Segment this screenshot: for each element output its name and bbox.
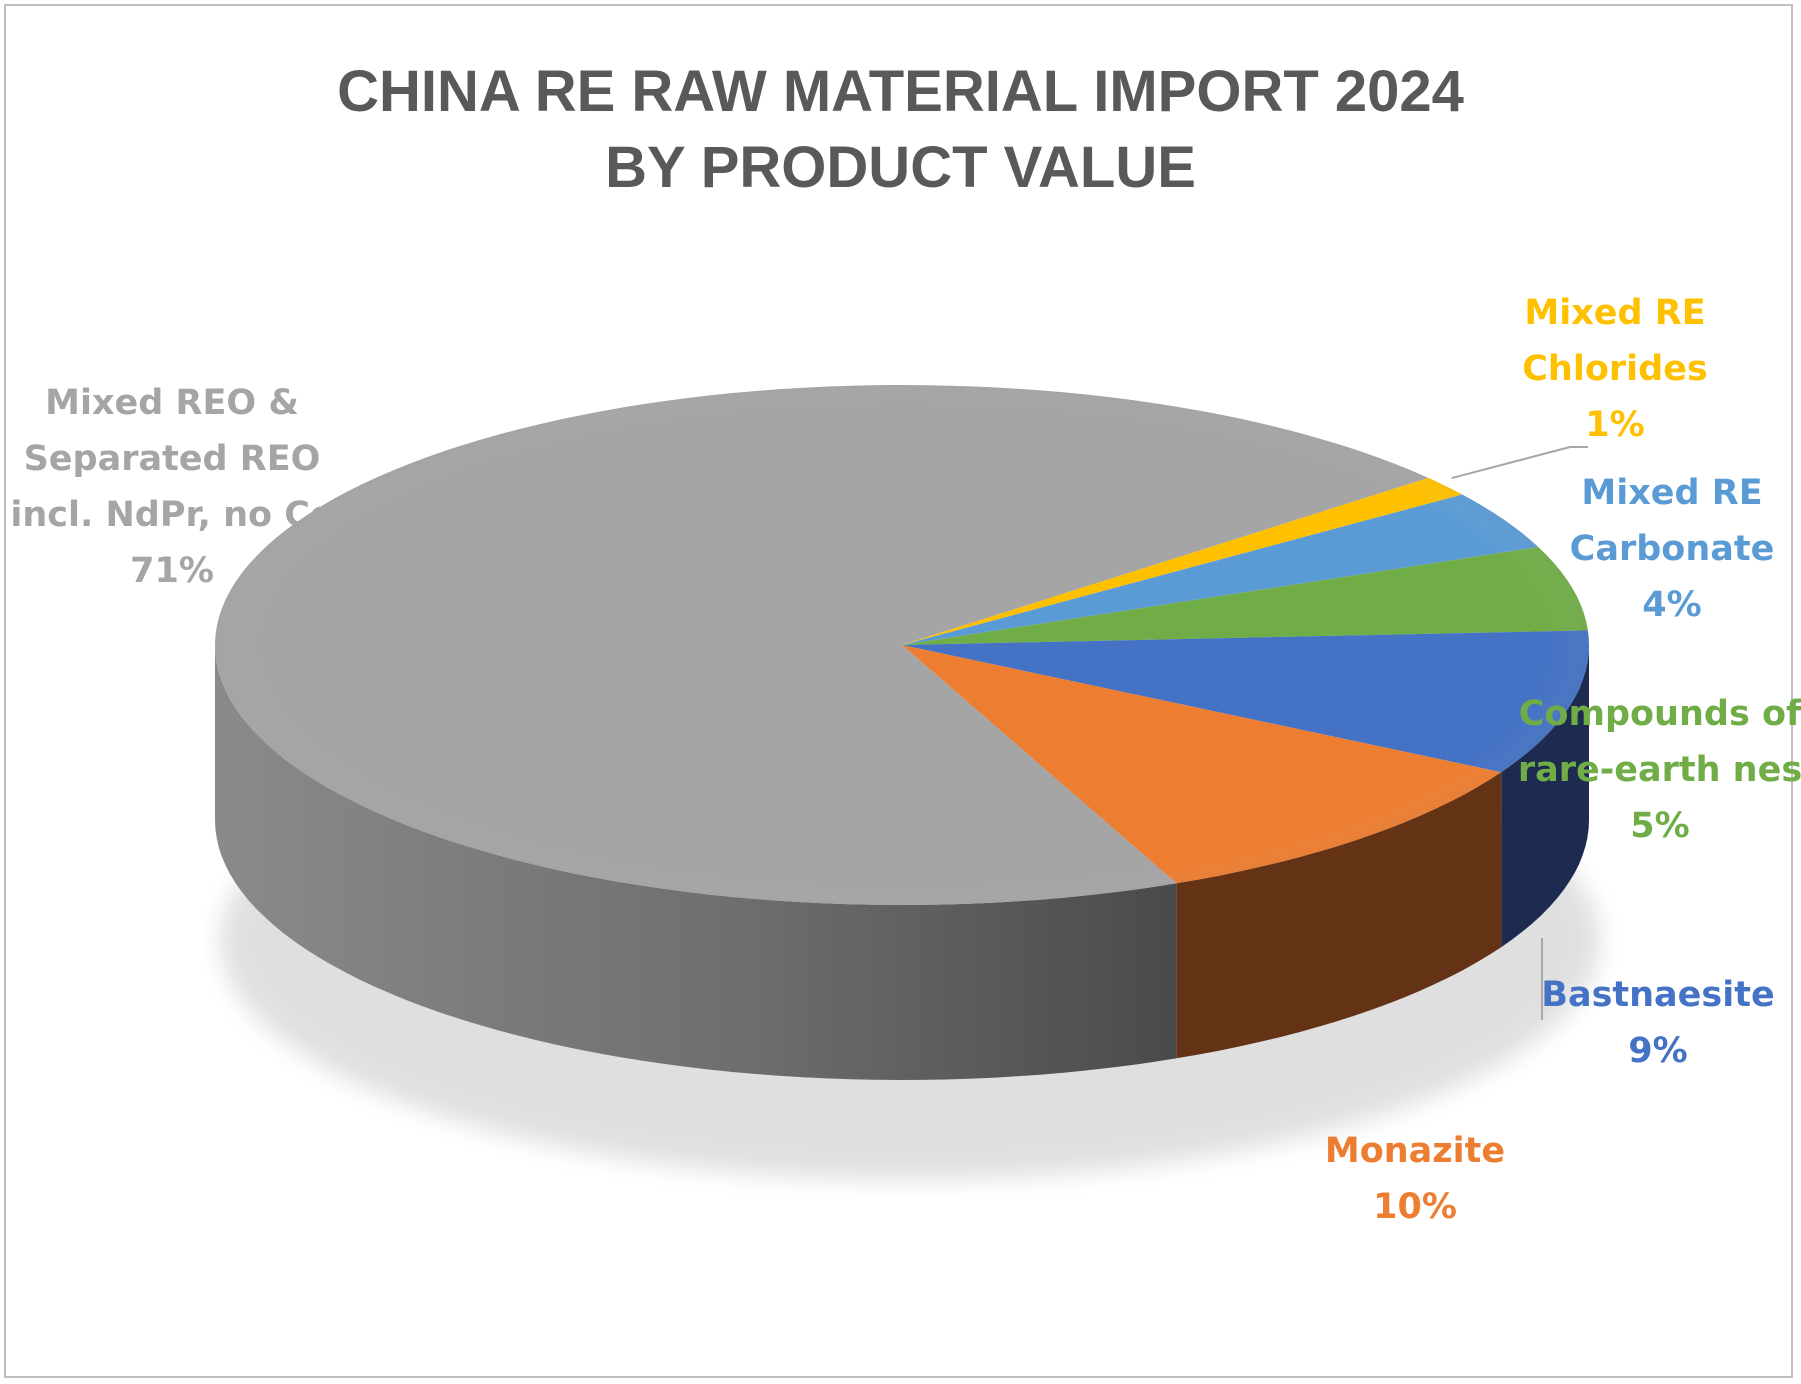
data-label-percent: 9% [1628,1031,1687,1071]
data-label-name: Mixed RE [1581,473,1762,513]
data-label-name: Compounds of [1519,694,1801,734]
pie-slices [215,385,1589,905]
data-label-name: Separated REO [24,439,321,479]
pie-top-rim-shade [215,385,1589,905]
data-label-name: Bastnaesite [1541,975,1774,1015]
data-label-name: rare-earth nes [1518,750,1801,790]
data-label-name: Mixed RE [1524,293,1705,333]
data-label-name: Chlorides [1522,349,1708,389]
data-label-percent: 4% [1642,585,1701,625]
pie-side-0 [215,645,1177,1080]
data-label-name: Monazite [1325,1131,1505,1171]
data-label-name: Carbonate [1570,529,1775,569]
chart-title-line-2: BY PRODUCT VALUE [605,135,1196,200]
data-label-percent: 71% [130,551,214,591]
pie-side-walls [215,645,1589,1080]
chart-title-line-1: CHINA RE RAW MATERIAL IMPORT 2024 [337,59,1464,124]
data-label-2: Mixed RE Carbonate 4% [1570,473,1775,625]
data-label-3: Compounds of rare-earth nes 5% [1518,694,1801,846]
data-label-0: Mixed REO & Separated REO incl. NdPr, no C… [10,383,333,591]
data-label-percent: 5% [1630,806,1689,846]
data-label-name: incl. NdPr, no Ce [10,495,333,535]
data-label-1: Mixed RE Chlorides 1% [1522,293,1708,445]
data-label-5: Monazite 10% [1325,1131,1505,1227]
data-label-percent: 10% [1373,1187,1457,1227]
data-labels: Mixed REO & Separated REO incl. NdPr, no C… [10,293,1801,1227]
pie-side-4 [1501,645,1589,948]
chart-title: CHINA RE RAW MATERIAL IMPORT 2024 BY PRO… [6,54,1795,206]
data-label-4: Bastnaesite 9% [1541,975,1774,1071]
data-label-percent: 1% [1585,405,1644,445]
pie-side-5 [1176,772,1502,1059]
data-label-name: Mixed REO & [45,383,299,423]
leader-line-chlorides [1451,446,1588,480]
